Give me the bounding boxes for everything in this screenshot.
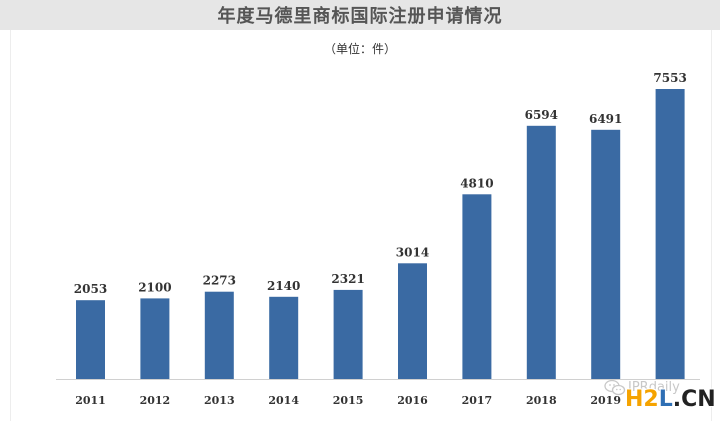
value-label-2019: 6491 [589,112,622,126]
logo-l: L [658,387,673,412]
bar-2018 [526,125,556,379]
bar-2012 [140,298,170,379]
tick-label-2014: 2014 [268,394,299,407]
watermark-text: IPRdaily [628,380,680,395]
tick-labels-group: 2011 2012 2013 2014 2015 2016 2017 2018 2019 [75,394,621,407]
site-logo: H 2 L .CN [625,387,716,412]
chart-title: 年度马德里商标国际注册申请情况 [217,6,503,27]
value-label-2015: 2321 [331,272,364,286]
tick-label-2011: 2011 [75,394,106,407]
value-label-2016: 3014 [396,245,429,259]
bar-2020 [655,89,685,379]
logo-h: H [625,387,644,412]
bar-2019 [591,129,621,379]
tick-label-2017: 2017 [462,394,493,407]
bar-2011 [76,300,105,379]
title-bar: 年度马德里商标国际注册申请情况 [0,0,720,30]
value-labels-group: 2053 2100 2273 2140 2321 3014 4810 6594 6491 7553 [74,71,687,296]
logo-cn: .CN [672,387,716,412]
tick-label-2019: 2019 [590,394,621,407]
bar-2015 [333,289,363,379]
value-label-2011: 2053 [74,282,107,296]
value-label-2017: 4810 [460,176,493,190]
tick-label-2016: 2016 [397,394,428,407]
bar-2014 [269,296,299,379]
chart-subtitle: （单位：件） [323,42,396,56]
bar-2017 [462,194,492,379]
value-label-2020: 7553 [653,71,686,85]
logo-two: 2 [643,387,659,412]
value-label-2018: 6594 [525,108,558,122]
value-label-2012: 2100 [138,280,171,294]
wechat-icon [604,379,626,396]
bar-2013 [204,291,234,379]
bar-2016 [398,263,427,379]
tick-label-2012: 2012 [140,394,171,407]
tick-label-2015: 2015 [333,394,364,407]
value-label-2014: 2140 [267,279,300,293]
tick-label-2018: 2018 [526,394,557,407]
value-label-2013: 2273 [203,274,236,288]
tick-label-2013: 2013 [204,394,235,407]
bars-group [76,89,685,379]
